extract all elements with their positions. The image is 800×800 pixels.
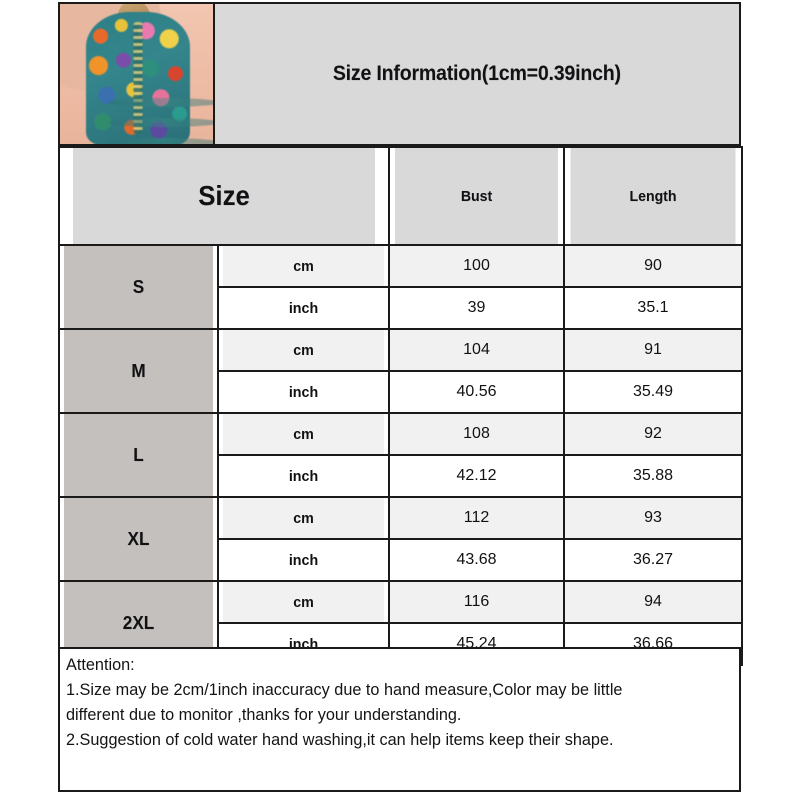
title-cell: Size Information(1cm=0.39inch): [215, 2, 741, 146]
length-inch-m: 35.49: [563, 370, 743, 414]
dress-placket: [133, 22, 143, 134]
page-title: Size Information(1cm=0.39inch): [332, 62, 621, 85]
table-header: Size Bust Length: [59, 146, 742, 246]
table-row: XL cm 112 93: [59, 496, 743, 582]
table-row: inch 45.24 36.66: [59, 622, 743, 666]
length-inch-xl: 36.27: [563, 538, 743, 582]
table-row: S cm 100 90: [59, 244, 743, 330]
unit-cell-cm: cm: [221, 412, 386, 456]
size-label-xl: XL: [62, 496, 215, 582]
unit-cell-cm: cm: [221, 328, 386, 372]
length-inch-s: 35.1: [563, 286, 743, 330]
table-row: M cm 104 91: [59, 328, 743, 414]
bust-inch-m: 40.56: [388, 370, 565, 414]
header-row: Size Bust Length: [59, 146, 742, 246]
table-row: inch 39 35.1: [59, 286, 743, 330]
dress-ruffle: [108, 98, 213, 107]
size-label-l: L: [62, 412, 215, 498]
unit-cell-inch: inch: [221, 286, 386, 330]
bust-cm-s: 100: [388, 244, 565, 288]
table-row: inch 42.12 35.88: [59, 454, 743, 498]
bust-inch-l: 42.12: [388, 454, 565, 498]
length-cm-m: 91: [563, 328, 743, 372]
bust-cm-l: 108: [388, 412, 565, 456]
column-header-bust: Bust: [393, 146, 560, 246]
bust-inch-xl: 43.68: [388, 538, 565, 582]
header-band: Size Information(1cm=0.39inch): [58, 2, 741, 146]
unit-cell-inch: inch: [221, 370, 386, 414]
column-header-length: Length: [568, 146, 738, 246]
length-cm-l: 92: [563, 412, 743, 456]
attention-heading: Attention:: [66, 656, 135, 674]
length-cm-2xl: 94: [563, 580, 743, 624]
unit-cell-cm: cm: [221, 496, 386, 540]
attention-note-2: 2.Suggestion of cold water hand washing,…: [66, 731, 614, 749]
size-label-m: M: [62, 328, 215, 414]
size-label-s: S: [62, 244, 215, 330]
attention-note-1-line-2: different due to monitor ,thanks for you…: [66, 706, 462, 724]
bust-cm-xl: 112: [388, 496, 565, 540]
dress-ruffle: [108, 138, 213, 144]
length-cm-s: 90: [563, 244, 743, 288]
bust-inch-s: 39: [388, 286, 565, 330]
table-row: inch 43.68 36.27: [59, 538, 743, 582]
printed-dress: [86, 12, 213, 144]
size-table: Size Bust Length S cm 100 90 inch 39 35.…: [58, 146, 743, 666]
attention-note-1-line-1: 1.Size may be 2cm/1inch inaccuracy due t…: [66, 681, 623, 699]
length-inch-l: 35.88: [563, 454, 743, 498]
dress-ruffle: [108, 118, 213, 127]
unit-cell-inch: inch: [221, 538, 386, 582]
unit-cell-inch: inch: [221, 454, 386, 498]
table-row: inch 40.56 35.49: [59, 370, 743, 414]
attention-box: Attention: 1.Size may be 2cm/1inch inacc…: [58, 647, 741, 792]
table-row: L cm 108 92: [59, 412, 743, 498]
table-row: 2XL cm 116 94: [59, 580, 743, 666]
bust-cm-2xl: 116: [388, 580, 565, 624]
column-header-size: Size: [71, 146, 377, 246]
table-body: S cm 100 90 inch 39 35.1 M cm 104 91 inc…: [59, 244, 743, 666]
unit-cell-cm: cm: [221, 244, 386, 288]
product-image: [58, 2, 215, 146]
bust-cm-m: 104: [388, 328, 565, 372]
unit-cell-cm: cm: [221, 580, 386, 624]
length-cm-xl: 93: [563, 496, 743, 540]
